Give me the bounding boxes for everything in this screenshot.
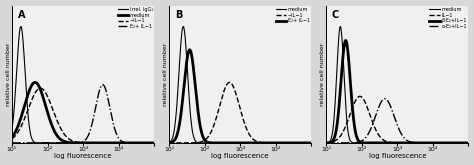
X-axis label: log fluorescence: log fluorescence [211,153,269,159]
X-axis label: log fluorescence: log fluorescence [55,153,112,159]
Legend: medium, −IL−1, E₂+ IL−1: medium, −IL−1, E₂+ IL−1 [275,7,310,24]
Y-axis label: relative cell number: relative cell number [319,43,325,106]
Legend: Irrel. IgG₁, medium, −IL−1, E₂+ IL−1: Irrel. IgG₁, medium, −IL−1, E₂+ IL−1 [117,7,153,30]
Text: C: C [332,10,339,20]
Text: A: A [18,10,25,20]
Y-axis label: relative cell number: relative cell number [163,43,168,106]
Text: B: B [175,10,182,20]
Legend: medium, IL−1, β-E₂+IL−1, α-E₂+IL−1: medium, IL−1, β-E₂+IL−1, α-E₂+IL−1 [428,7,467,30]
Y-axis label: relative cell number: relative cell number [6,43,10,106]
X-axis label: log fluorescence: log fluorescence [368,153,426,159]
